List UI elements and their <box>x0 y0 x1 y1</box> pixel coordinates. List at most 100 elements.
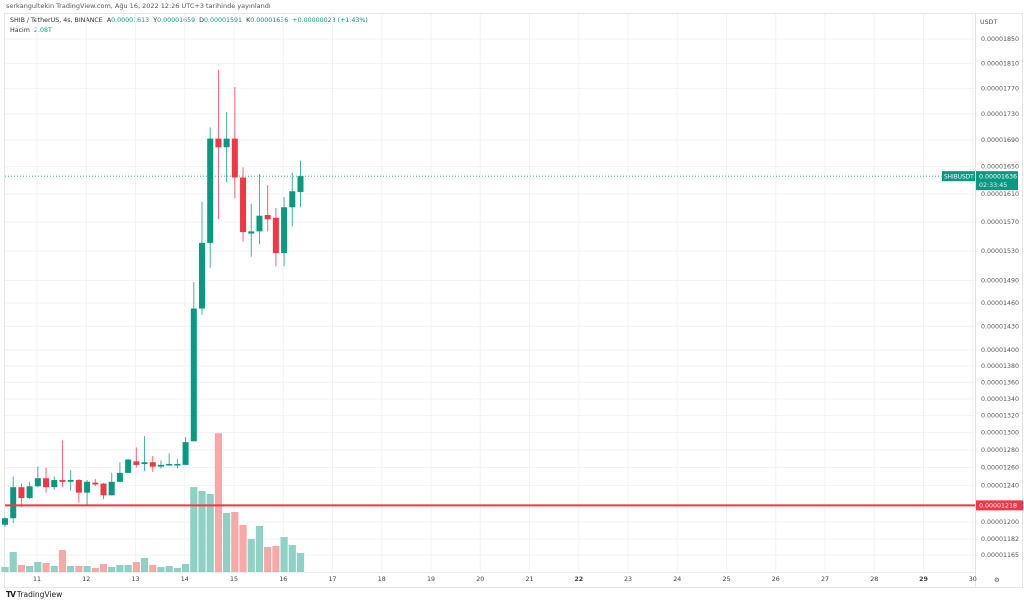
candle-body <box>116 472 123 482</box>
volume-bar <box>198 491 206 572</box>
symbol-line[interactable]: SHIB / TetherUS, 4s, BINANCE <box>10 17 103 24</box>
price-tick-label: 0.00001530 <box>981 248 1019 255</box>
volume-bar <box>231 512 239 572</box>
price-tick-label: 0.00001280 <box>981 447 1019 454</box>
volume-bar <box>288 544 296 572</box>
price-tick-label: 0.00001165 <box>981 552 1019 559</box>
candle-body <box>84 481 91 493</box>
candle-body <box>157 464 164 467</box>
candle-body <box>223 138 230 148</box>
volume-bar <box>264 546 272 572</box>
volume-bar <box>239 524 247 572</box>
price-tick-label: 0.00001430 <box>981 323 1019 330</box>
price-tick-label: 0.00001770 <box>981 85 1019 92</box>
volume-bar <box>9 552 17 572</box>
candle-body <box>272 217 279 254</box>
low-label: D <box>199 17 204 24</box>
price-tick-label: 0.00001340 <box>981 396 1019 403</box>
candle-body <box>240 177 247 233</box>
candle-body <box>51 480 58 488</box>
price-axis[interactable]: 0.00001850 0.00001810 0.00001770 0.00001730… <box>981 36 1019 559</box>
candle-body <box>256 215 263 232</box>
candle-body <box>141 462 148 464</box>
volume-bar <box>165 565 173 572</box>
price-tick-label: 0.00001320 <box>981 413 1019 420</box>
volume-bar <box>124 564 132 572</box>
volume-bar <box>42 562 50 572</box>
open-label: A <box>106 17 112 24</box>
candle-body <box>43 478 50 488</box>
volume-bar <box>181 563 190 572</box>
candle-body <box>182 442 189 465</box>
candle-body <box>108 481 115 496</box>
volume-bar <box>247 539 255 572</box>
time-tick-label: 17 <box>328 576 336 583</box>
volume-bar <box>17 564 26 572</box>
volume-bar <box>26 565 34 572</box>
candle-body <box>281 207 288 254</box>
candle-body <box>10 487 17 519</box>
horizontal-level-line[interactable]: 0.00001218 <box>5 500 1023 511</box>
candle-body <box>59 480 66 482</box>
volume-bar <box>149 564 157 572</box>
volume-bar <box>190 487 198 572</box>
volume-bars <box>1 433 305 572</box>
volume-bar <box>91 567 99 572</box>
high-value: 0.00001659 <box>157 17 196 24</box>
time-axis[interactable]: 11 12 13 14 15 16 17 18 19 20 21 22 23 24 25 26 27 28 29 30 <box>33 576 977 583</box>
symbol-tag-label: SHIBUSDT <box>944 174 974 180</box>
candles <box>2 69 304 527</box>
volume-bar <box>280 537 288 572</box>
volume-bar <box>75 565 83 572</box>
candle-body <box>125 459 132 473</box>
grid <box>5 14 975 572</box>
volume-value: 2.08T <box>33 27 52 34</box>
price-tick-label: 0.00001380 <box>981 363 1019 370</box>
candle-body <box>100 483 107 496</box>
volume-bar <box>296 553 305 572</box>
last-price-tag <box>976 171 1018 191</box>
published-note: serkangultekin TradingView.com, Ağu 16, … <box>6 2 271 10</box>
time-tick-label: 26 <box>772 576 780 583</box>
level-price-label: 0.00001218 <box>979 503 1017 510</box>
volume-bar <box>116 564 124 572</box>
candle-body <box>297 176 304 192</box>
volume-bar <box>67 565 75 572</box>
candle-body <box>207 138 214 243</box>
candle-body <box>75 480 82 493</box>
countdown-label: 02:33:45 <box>979 182 1007 189</box>
volume-bar <box>157 566 165 572</box>
level-price-tag <box>976 500 1023 511</box>
candle-body <box>199 242 205 309</box>
candle-body <box>67 480 74 482</box>
price-tick-label: 0.00001850 <box>981 36 1019 43</box>
low-value: 0.00001591 <box>204 17 243 24</box>
settings-icon[interactable]: ⚙ <box>994 577 1000 584</box>
price-tick-label: 0.00001610 <box>981 191 1019 198</box>
ohlc-legend: SHIB / TetherUS, 4s, BINANCE A0.00001613… <box>10 17 368 24</box>
candle-body <box>149 462 156 467</box>
volume-bar <box>132 561 140 572</box>
time-tick-label: 28 <box>870 576 878 583</box>
volume-label: Hacim <box>10 27 30 34</box>
time-tick-label: 14 <box>181 576 189 583</box>
time-tick-label: 16 <box>279 576 287 583</box>
high-label: Y <box>153 17 158 24</box>
last-price-marker: SHIBUSDT 0.00001636 02:33:45 <box>5 171 1018 191</box>
volume-bar <box>108 566 116 572</box>
price-tick-label: 0.00001650 <box>981 164 1019 171</box>
volume-bar <box>272 545 280 572</box>
candle-body <box>18 487 25 499</box>
volume-bar <box>173 567 181 572</box>
price-tick-label: 0.00001690 <box>981 137 1019 144</box>
price-tick-label: 0.00001182 <box>981 536 1019 543</box>
close-label: K <box>246 17 251 24</box>
candle-body <box>190 308 197 442</box>
price-tick-label: 0.00001460 <box>981 300 1019 307</box>
price-tick-label: 0.00001400 <box>981 347 1019 354</box>
tradingview-logo: TV TradingView <box>6 590 63 599</box>
time-tick-label: 19 <box>427 576 435 583</box>
candle-body <box>215 138 222 148</box>
time-tick-label: 20 <box>476 576 484 583</box>
